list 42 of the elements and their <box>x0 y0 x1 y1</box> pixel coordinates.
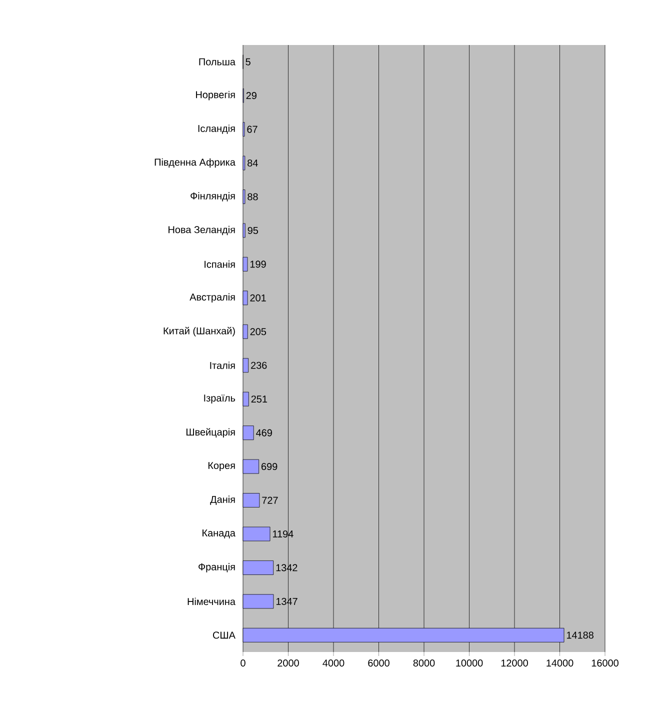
data-label: 84 <box>248 160 258 167</box>
data-label: 251 <box>251 396 268 403</box>
y-tick-label: Фінляндія <box>190 192 235 202</box>
y-tick-label: Норвегія <box>196 90 235 100</box>
x-tick-label: 4000 <box>322 660 344 667</box>
x-tick-label: 10000 <box>456 660 483 667</box>
y-tick-label: США <box>213 632 236 639</box>
data-label: 95 <box>248 226 258 234</box>
x-tick-label: 12000 <box>501 660 528 667</box>
y-tick-label: Швейцарія <box>186 428 235 438</box>
x-tick-label: 2000 <box>278 660 299 667</box>
y-tick-label: Німеччина <box>188 598 236 606</box>
y-tick-label: Південна Африка <box>154 158 236 168</box>
y-tick-label: Корея <box>208 462 235 471</box>
data-label: 205 <box>250 328 266 336</box>
data-label: 29 <box>246 92 256 100</box>
x-tick-label: 6000 <box>368 660 390 667</box>
y-tick-label: Ізраїль <box>204 394 236 404</box>
data-label: 236 <box>251 362 267 369</box>
data-label: 727 <box>262 496 278 504</box>
data-label: 199 <box>250 260 266 268</box>
y-tick-label: Австралія <box>190 293 235 303</box>
y-tick-label: Китай (Шанхай) <box>164 326 235 336</box>
data-label: 5 <box>246 58 250 66</box>
x-tick-label: 14000 <box>546 660 574 667</box>
y-tick-label: Нова Зеландія <box>168 226 235 236</box>
x-tick-label: 16000 <box>592 660 618 667</box>
data-label: 14188 <box>566 632 594 639</box>
y-tick-label: Італія <box>210 362 235 370</box>
y-tick-label: Франція <box>198 563 235 572</box>
y-tick-label: Канада <box>202 530 236 538</box>
x-tick-label: 0 <box>240 660 246 667</box>
data-label: 67 <box>247 126 258 133</box>
data-label: 469 <box>256 429 272 436</box>
y-tick-label: Іспанія <box>204 260 235 268</box>
y-tick-label: Польша <box>199 58 236 66</box>
y-tick-label: Данія <box>210 496 235 505</box>
x-tick-label: 8000 <box>413 660 435 667</box>
data-label: 699 <box>262 463 278 470</box>
data-label: 201 <box>250 294 266 302</box>
y-tick-label: Ісландія <box>198 124 235 134</box>
data-label: 88 <box>248 193 258 200</box>
